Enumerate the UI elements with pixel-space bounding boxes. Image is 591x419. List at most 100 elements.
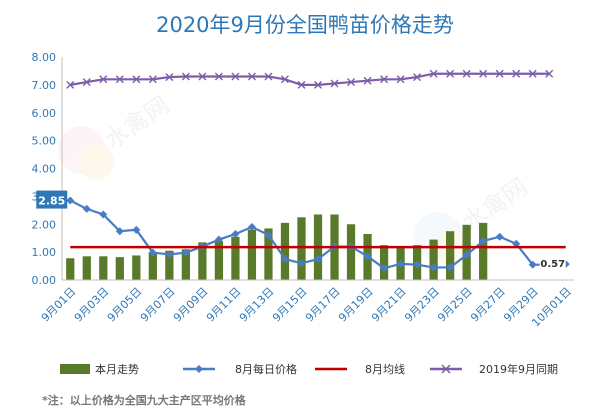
point: [214, 235, 223, 244]
point: [99, 75, 108, 84]
x-axis: 9月01日9月03日9月05日9月07日9月09日9月11日9月13日9月15日…: [39, 279, 574, 329]
data-label: 0.57: [540, 259, 565, 270]
x-tick-label: 9月07日: [138, 285, 178, 325]
watermark: 水禽网 水禽网: [58, 91, 532, 266]
bar: [99, 256, 108, 280]
point: [82, 204, 91, 213]
x-tick-label: 9月27日: [468, 285, 508, 325]
point: [198, 72, 207, 81]
bar: [66, 258, 75, 280]
chart-title: 2020年9月份全国鸭苗价格走势: [156, 13, 454, 37]
point: [429, 263, 438, 272]
point: [148, 248, 157, 257]
point: [231, 72, 240, 81]
bar: [198, 242, 207, 280]
y-tick-label: 8.00: [32, 51, 57, 64]
legend-label: 本月走势: [95, 362, 139, 376]
x-tick-label: 9月01日: [39, 285, 79, 325]
point: [247, 72, 256, 81]
point: [528, 69, 537, 78]
x-tick-label: 9月03日: [72, 285, 112, 325]
y-axis: 0.001.002.003.004.005.006.007.008.00: [32, 51, 63, 287]
point: [545, 69, 554, 78]
y-tick-label: 5.00: [32, 135, 57, 148]
point: [165, 250, 174, 259]
x-tick-label: 9月05日: [105, 285, 145, 325]
bar: [231, 236, 240, 280]
point: [115, 75, 124, 84]
point: [446, 263, 455, 272]
point: [280, 75, 289, 84]
point: [363, 76, 372, 85]
point: [66, 196, 75, 205]
legend-marker: [441, 364, 451, 374]
series-line: [70, 72, 550, 86]
point: [462, 69, 471, 78]
legend: 本月走势 8月每日价格 8月均线 2019年9月同期: [60, 362, 558, 376]
bar: [214, 240, 224, 280]
bar: [346, 224, 356, 280]
point: [347, 78, 356, 87]
legend-label: 8月均线: [365, 362, 405, 376]
line-series: [66, 69, 570, 273]
point: [446, 69, 455, 78]
data-label-box: [36, 190, 68, 209]
legend-swatch: [60, 364, 90, 374]
bar: [247, 229, 257, 280]
x-tick-label: 9月17日: [303, 285, 343, 325]
bar: [264, 228, 273, 280]
point: [495, 69, 504, 78]
point: [495, 232, 504, 241]
point: [429, 69, 438, 78]
y-tick-label: 1.00: [32, 246, 57, 259]
bar: [446, 231, 455, 280]
point: [115, 227, 124, 236]
y-tick-label: 4.00: [32, 163, 57, 176]
bar: [165, 250, 174, 280]
point: [132, 75, 141, 84]
point: [479, 69, 488, 78]
point: [413, 73, 422, 82]
point: [363, 252, 372, 261]
point: [330, 79, 339, 88]
point: [247, 223, 256, 232]
point: [314, 255, 322, 264]
point: [380, 264, 389, 273]
bar: [132, 255, 141, 280]
data-label: 2.85: [38, 195, 65, 208]
data-label-box: [539, 255, 566, 272]
x-tick-label: 9月23日: [402, 285, 442, 325]
footnote: *注：以上价格为全国九大主产区平均价格: [42, 393, 247, 407]
point: [380, 75, 389, 84]
y-tick-label: 0.00: [32, 274, 57, 287]
point: [231, 230, 240, 239]
point: [396, 75, 405, 84]
point: [280, 255, 289, 264]
point: [181, 248, 190, 257]
point: [132, 225, 141, 234]
point: [413, 260, 422, 269]
bar: [297, 217, 306, 280]
point: [528, 260, 537, 269]
bar: [115, 257, 124, 280]
x-tick-label: 9月25日: [435, 285, 475, 325]
point: [462, 250, 471, 259]
bar: [181, 249, 190, 280]
y-tick-label: 6.00: [32, 107, 57, 120]
bar: [82, 256, 91, 280]
x-tick-label: 9月13日: [237, 285, 277, 325]
point: [512, 69, 521, 78]
bar: [379, 245, 389, 280]
point: [264, 230, 273, 239]
bar: [429, 239, 438, 280]
svg-text:水禽网: 水禽网: [99, 91, 174, 155]
x-tick-label: 9月11日: [204, 285, 244, 325]
point: [396, 259, 405, 268]
point: [314, 80, 322, 89]
point: [165, 73, 174, 82]
x-tick-label: 9月21日: [369, 285, 409, 325]
point: [264, 72, 273, 81]
legend-label: 2019年9月同期: [479, 362, 558, 376]
y-tick-label: 2.00: [32, 218, 57, 231]
